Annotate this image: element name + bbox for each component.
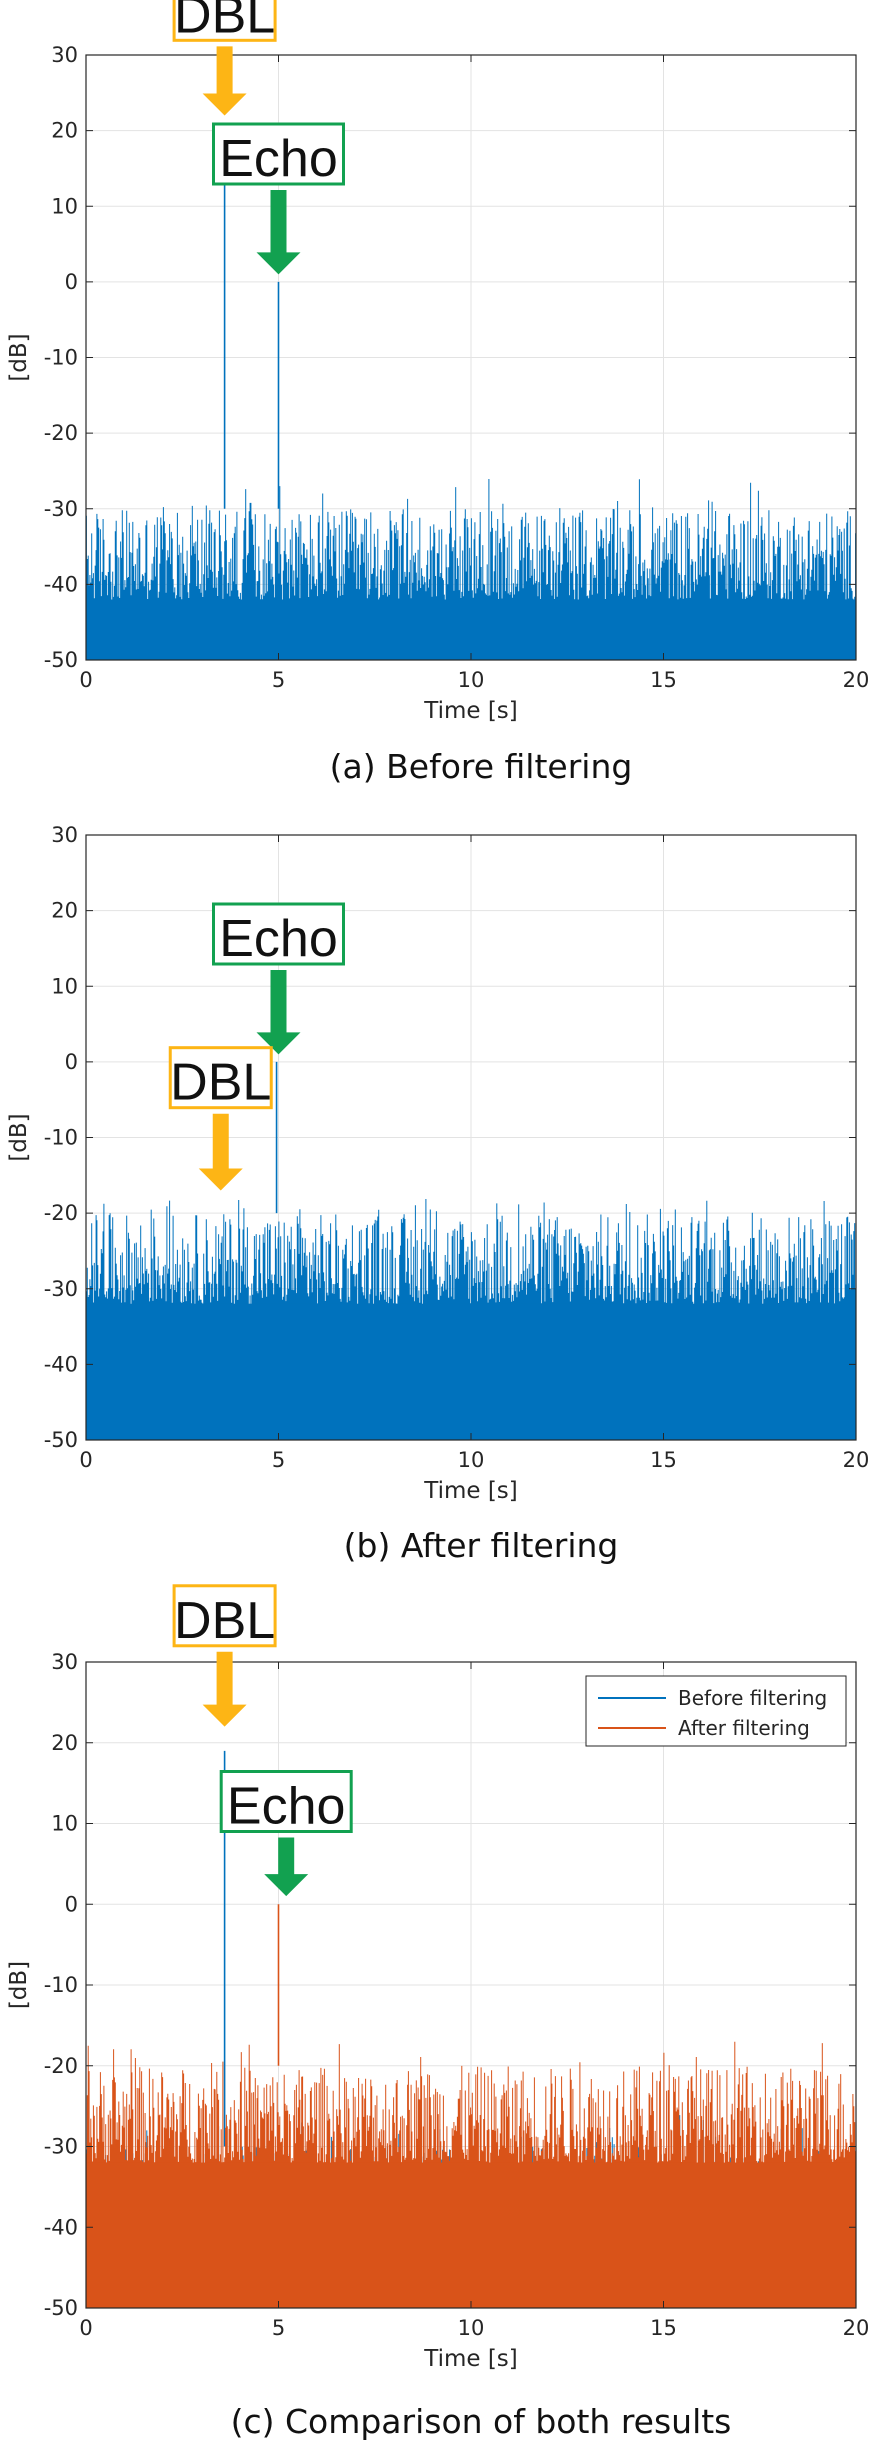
y-tick-label: 0 (65, 1050, 78, 1074)
y-tick-label: -20 (44, 2054, 78, 2078)
x-tick-label: 20 (843, 668, 870, 692)
annotation-dbl: DBL (172, 0, 277, 116)
annotation-label: DBL (174, 1592, 275, 1650)
annotation-echo: Echo (212, 902, 345, 1055)
y-tick-label: -10 (44, 346, 78, 370)
annotation-label: DBL (174, 0, 275, 44)
y-tick-label: -10 (44, 1973, 78, 1997)
panel-caption: (c) Comparison of both results (231, 2402, 732, 2441)
y-tick-label: -40 (44, 572, 78, 596)
annotation-label: Echo (219, 910, 338, 968)
annotation-arrow (256, 190, 301, 275)
annotation-arrow (264, 1837, 309, 1897)
annotation-arrow (202, 1651, 247, 1727)
annotation-label: Echo (227, 1778, 346, 1836)
series-trace-0 (85, 176, 857, 660)
y-tick-label: -50 (44, 1428, 78, 1452)
annotation-box (168, 1046, 273, 1110)
panel-caption: (b) After filtering (344, 1526, 619, 1565)
x-axis-label: Time [s] (423, 698, 518, 724)
annotation-label: Echo (219, 130, 338, 188)
legend-entry: After filtering (678, 1716, 810, 1740)
annotation-box (219, 1770, 353, 1833)
annotation-box (212, 122, 345, 186)
series-trace-0 (85, 1061, 857, 1440)
y-tick-label: -50 (44, 648, 78, 672)
y-tick-label: 10 (51, 194, 78, 218)
x-axis-label: Time [s] (423, 2346, 518, 2372)
chart-panel-c: 0 5 10 15 20 30 20 10 0 -10 -20 -30 -40 -50 Time [s] [d… (6, 1584, 870, 2441)
series-after-filtering (85, 1904, 857, 2308)
y-tick-label: 10 (51, 974, 78, 998)
y-tick-label: -30 (44, 497, 78, 521)
x-tick-label: 10 (458, 1448, 485, 1472)
x-tick-label: 20 (843, 2316, 870, 2340)
y-tick-label: -40 (44, 1352, 78, 1376)
annotation-label: DBL (170, 1054, 271, 1112)
y-tick-label: -20 (44, 421, 78, 445)
y-tick-label: -20 (44, 1201, 78, 1225)
x-tick-label: 0 (79, 1448, 92, 1472)
x-tick-label: 0 (79, 668, 92, 692)
y-tick-label: 0 (65, 1892, 78, 1916)
series-noise-floor (86, 2162, 856, 2308)
panel-caption: (a) Before filtering (330, 747, 633, 786)
x-tick-label: 15 (650, 2316, 677, 2340)
y-axis-label: [dB] (6, 1961, 32, 2009)
x-tick-label: 5 (272, 2316, 285, 2340)
x-tick-label: 20 (843, 1448, 870, 1472)
y-tick-label: 30 (51, 1650, 78, 1674)
y-tick-label: 0 (65, 270, 78, 294)
annotation-box (212, 902, 345, 966)
annotation-box (172, 0, 277, 42)
y-tick-label: -30 (44, 2135, 78, 2159)
y-tick-label: -30 (44, 1277, 78, 1301)
series-noise-floor (86, 1303, 856, 1440)
y-axis-label: [dB] (6, 333, 32, 381)
legend: Before filtering After filtering (585, 1675, 847, 1747)
x-tick-label: 5 (272, 668, 285, 692)
annotation-arrow (198, 1113, 243, 1191)
y-axis-label: [dB] (6, 1113, 32, 1161)
x-tick-label: 15 (650, 1448, 677, 1472)
x-axis-label: Time [s] (423, 1478, 518, 1504)
legend-entry: Before filtering (678, 1686, 827, 1710)
x-tick-label: 5 (272, 1448, 285, 1472)
y-tick-label: 20 (51, 1731, 78, 1755)
y-tick-label: 10 (51, 1812, 78, 1836)
x-tick-label: 10 (458, 668, 485, 692)
y-tick-label: -40 (44, 2215, 78, 2239)
annotation-arrow (256, 970, 301, 1055)
y-tick-label: 20 (51, 119, 78, 143)
annotation-echo: Echo (212, 122, 345, 275)
y-tick-label: -50 (44, 2296, 78, 2320)
y-tick-label: 20 (51, 899, 78, 923)
x-tick-label: 0 (79, 2316, 92, 2340)
annotation-echo: Echo (219, 1770, 353, 1897)
y-tick-label: 30 (51, 823, 78, 847)
annotation-dbl: DBL (168, 1046, 273, 1191)
chart-panel-a: 0 5 10 15 20 30 20 10 0 -10 -20 -30 -40 -50 Time [s] [d… (6, 0, 869, 786)
annotation-dbl: DBL (172, 1584, 277, 1727)
series-noise-floor (86, 599, 856, 660)
chart-panel-b: 0 5 10 15 20 30 20 10 0 -10 -20 -30 -40 -50 Time [s] [d… (6, 823, 869, 1565)
y-tick-label: -10 (44, 1126, 78, 1150)
annotation-box (172, 1584, 277, 1648)
legend-box (585, 1675, 847, 1747)
y-tick-label: 30 (51, 43, 78, 67)
annotation-arrow (202, 46, 247, 116)
x-tick-label: 10 (458, 2316, 485, 2340)
x-tick-label: 15 (650, 668, 677, 692)
